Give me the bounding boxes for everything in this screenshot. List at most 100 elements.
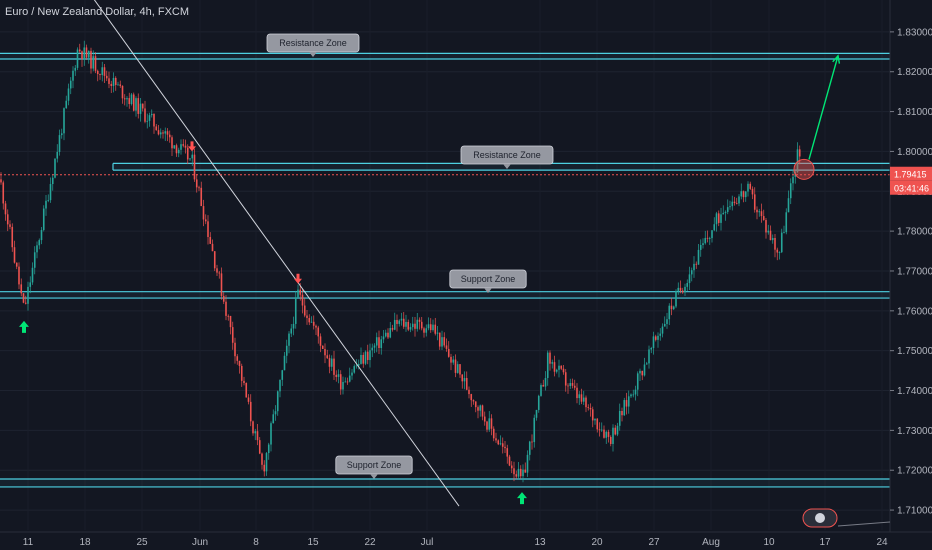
time-tick-label: 11 [23, 537, 34, 548]
candle-body [209, 237, 212, 244]
candle-body [776, 249, 779, 253]
candle-body [558, 365, 560, 370]
time-axis[interactable]: 11 18 25 Jun 8 15 22 Jul 13 20 27 Aug 10 17 24 [0, 531, 932, 550]
candle-body [76, 49, 79, 68]
candle-body [2, 182, 5, 204]
candle-body [173, 145, 176, 149]
time-tick-label: 20 [591, 537, 603, 548]
candle-body [479, 405, 482, 411]
candle-body [63, 108, 65, 134]
zone-callout-text: Resistance Zone [279, 38, 347, 48]
candle-body [369, 350, 371, 361]
candle-body [193, 154, 196, 180]
descending-trendline[interactable] [83, 0, 460, 507]
candle-body [171, 137, 173, 149]
candle-body [506, 448, 509, 457]
candle-body [290, 328, 293, 334]
candle-body [114, 77, 117, 85]
zone-callout-pointer [309, 52, 317, 57]
candle-body [553, 362, 556, 372]
candle-body [407, 321, 410, 330]
candle-body [87, 50, 90, 58]
candle-body [483, 416, 486, 422]
candle-body [560, 365, 563, 369]
candle-body [123, 98, 126, 100]
candle-body [738, 196, 740, 204]
candle-body [4, 203, 7, 215]
candle-body [643, 364, 646, 376]
candle-body [418, 319, 421, 322]
candle-body [254, 431, 257, 434]
candle-body [598, 429, 601, 431]
chart-title: Euro / New Zealand Dollar, 4h, FXCM [5, 6, 189, 18]
candle-body [497, 440, 500, 445]
candle-body [767, 230, 770, 233]
candle-body [490, 418, 493, 429]
candle-body [360, 354, 362, 364]
time-tick-label: 27 [648, 537, 660, 548]
candle-body [238, 360, 241, 366]
candle-body [679, 287, 682, 291]
candle-body [285, 345, 288, 356]
candle-body [432, 324, 434, 331]
candle-body [184, 145, 187, 148]
candle-body [375, 337, 378, 346]
candle-body [474, 401, 477, 408]
candle-body [663, 323, 666, 327]
candle-body [299, 289, 302, 295]
candle-body [49, 184, 52, 201]
candle-body [513, 468, 515, 475]
candle-body [749, 183, 752, 189]
candle-body [308, 318, 311, 323]
candle-body [582, 397, 585, 402]
candle-body [693, 263, 695, 271]
candle-body [315, 325, 317, 328]
countdown-tag: 03:41:46 [894, 184, 929, 194]
candle-body [524, 469, 527, 473]
candle-body [297, 289, 299, 298]
candle-body [425, 328, 428, 333]
candle-body [411, 323, 414, 328]
candle-body [677, 287, 680, 291]
watermark-logo [802, 508, 838, 528]
candle-body [348, 375, 351, 382]
candle-body [333, 358, 335, 375]
price-axis[interactable]: 1.830001.820001.810001.800001.790001.780… [889, 0, 932, 550]
candle-body [445, 345, 448, 349]
candle-body [459, 364, 461, 375]
candle-body [717, 213, 720, 223]
candle-body [292, 323, 295, 329]
candle-body [204, 219, 207, 222]
candle-body [675, 290, 677, 307]
candle-body [488, 418, 491, 430]
candle-body [740, 191, 743, 197]
candle-body [276, 391, 279, 412]
candle-body [576, 387, 578, 399]
candle-body [261, 453, 263, 465]
candle-body [659, 333, 662, 336]
candle-body [398, 320, 401, 324]
breakout-circle[interactable] [793, 158, 815, 180]
candle-body [702, 243, 704, 246]
candle-body [150, 113, 153, 116]
candle-body [312, 321, 315, 326]
candle-body [414, 323, 416, 329]
candle-body [792, 176, 794, 184]
candle-body [180, 144, 182, 150]
candle-body [42, 208, 45, 231]
candle-body [609, 436, 612, 444]
candle-body [207, 221, 209, 238]
candle-body [744, 191, 747, 198]
candle-body [15, 262, 18, 267]
candle-body [328, 358, 331, 367]
candle-body [452, 359, 455, 363]
candle-body [85, 47, 88, 58]
candle-body [38, 240, 41, 246]
candle-body [231, 327, 234, 343]
candle-body [58, 135, 61, 152]
candle-body [240, 365, 243, 381]
candle-body [695, 263, 698, 265]
candle-body [666, 319, 668, 324]
projection-arrow[interactable] [808, 54, 841, 160]
